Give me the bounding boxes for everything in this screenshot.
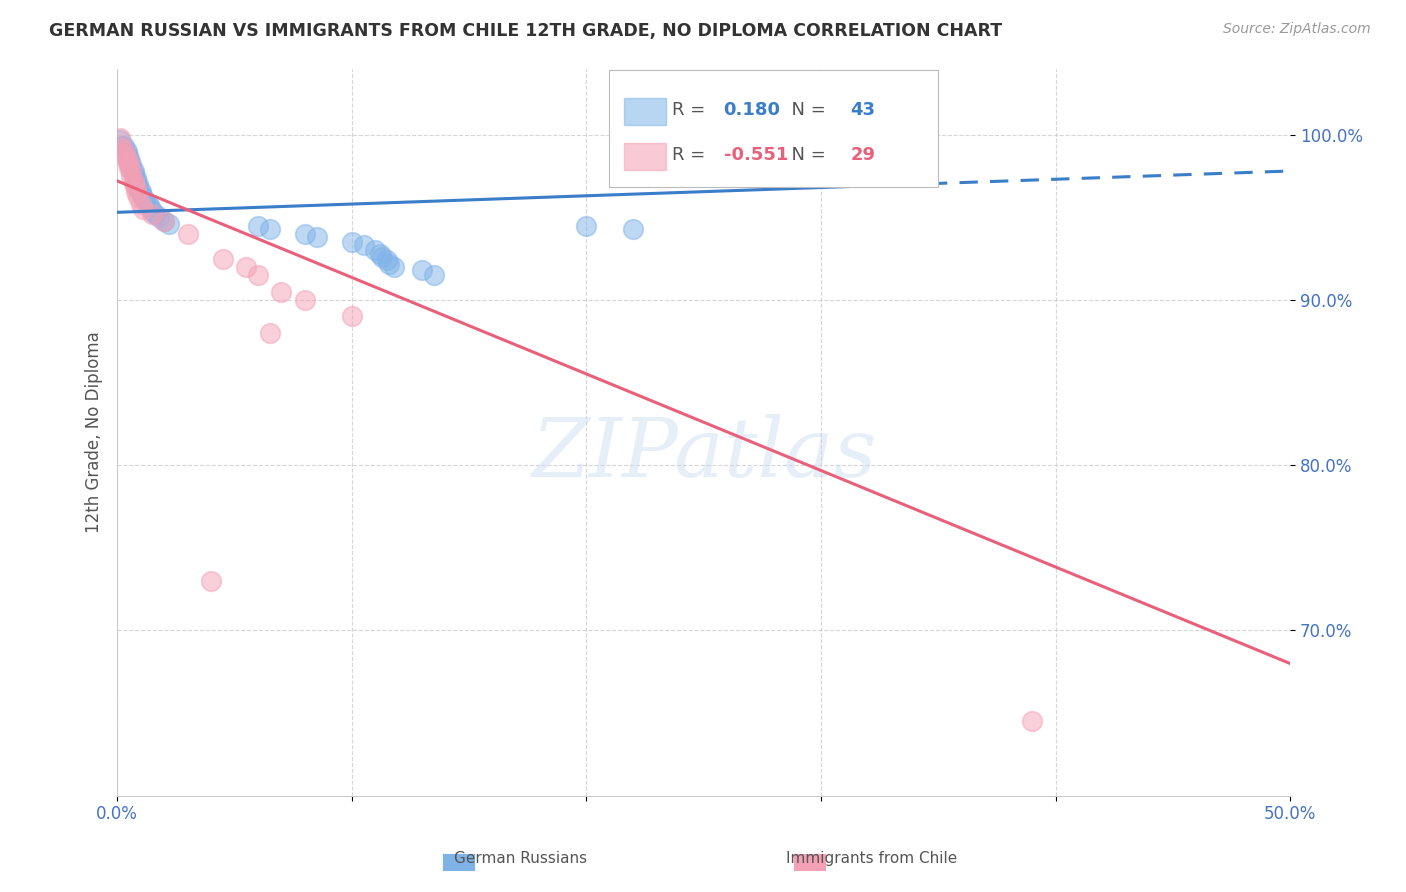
Point (120, 161, 142, 175)
Point (364, 244, 387, 258)
Point (120, 169, 142, 183)
Point (112, 147, 135, 161)
Point (122, 167, 145, 181)
Text: 0.180: 0.180 (724, 101, 780, 119)
Point (118, 151, 141, 165)
Point (115, 154, 138, 169)
Point (112, 144, 135, 158)
Point (368, 246, 391, 260)
Point (129, 184, 152, 198)
Point (118, 157, 141, 171)
Point (270, 285, 292, 299)
Point (153, 213, 176, 227)
Text: ZIPatlas: ZIPatlas (531, 414, 876, 494)
Point (148, 211, 170, 225)
Text: GERMAN RUSSIAN VS IMMIGRANTS FROM CHILE 12TH GRADE, NO DIPLOMA CORRELATION CHART: GERMAN RUSSIAN VS IMMIGRANTS FROM CHILE … (49, 22, 1002, 40)
Text: R =: R = (672, 101, 711, 119)
Point (411, 263, 433, 277)
Point (118, 154, 141, 169)
Point (246, 219, 269, 233)
Point (118, 161, 141, 175)
FancyBboxPatch shape (609, 70, 938, 187)
Point (340, 310, 363, 324)
Point (1021, 714, 1043, 729)
FancyBboxPatch shape (624, 143, 666, 170)
Point (423, 268, 446, 282)
Point (382, 260, 405, 274)
Point (294, 227, 316, 241)
Point (153, 213, 176, 227)
Point (125, 186, 148, 200)
Point (246, 268, 269, 282)
Point (115, 144, 138, 158)
Point (125, 180, 148, 194)
Point (122, 164, 145, 178)
Point (108, 131, 131, 145)
Point (134, 194, 156, 208)
Point (176, 227, 198, 241)
Text: 43: 43 (851, 101, 876, 119)
Point (127, 180, 149, 194)
Point (112, 144, 135, 158)
Point (143, 207, 166, 221)
Text: 29: 29 (851, 146, 876, 164)
Point (112, 139, 135, 153)
Point (122, 174, 145, 188)
Text: N =: N = (780, 146, 831, 164)
Text: Immigrants from Chile: Immigrants from Chile (786, 851, 957, 865)
Y-axis label: 12th Grade, No Diploma: 12th Grade, No Diploma (86, 331, 103, 533)
Point (259, 326, 281, 340)
Point (132, 202, 155, 216)
Point (211, 252, 233, 266)
Point (111, 139, 134, 153)
Point (139, 200, 162, 214)
Point (125, 174, 148, 188)
Text: German Russians: German Russians (454, 851, 586, 865)
Point (235, 260, 257, 274)
Text: R =: R = (672, 146, 711, 164)
Point (157, 217, 180, 231)
Point (375, 253, 398, 268)
Point (621, 222, 644, 236)
FancyBboxPatch shape (624, 97, 666, 125)
Point (115, 151, 138, 165)
Point (129, 187, 152, 202)
Point (305, 230, 328, 244)
Point (141, 207, 163, 221)
Point (378, 256, 401, 270)
Text: N =: N = (780, 101, 831, 119)
Point (294, 293, 316, 307)
Point (108, 132, 131, 146)
Point (575, 219, 598, 233)
Point (115, 147, 138, 161)
Point (340, 235, 363, 249)
Text: Source: ZipAtlas.com: Source: ZipAtlas.com (1223, 22, 1371, 37)
Point (129, 197, 152, 211)
Point (371, 250, 394, 264)
Point (111, 141, 134, 155)
Point (136, 197, 159, 211)
Point (132, 190, 155, 204)
Point (127, 190, 149, 204)
Text: -0.551: -0.551 (724, 146, 787, 164)
Point (353, 238, 375, 252)
Point (122, 178, 145, 192)
Point (141, 203, 163, 218)
Point (120, 157, 142, 171)
Point (125, 170, 148, 185)
Point (259, 222, 281, 236)
Point (127, 178, 149, 192)
Point (120, 164, 142, 178)
Point (200, 574, 222, 588)
